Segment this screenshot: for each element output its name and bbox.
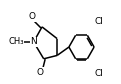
Text: Cl: Cl: [94, 16, 103, 26]
Text: CH₃: CH₃: [8, 37, 24, 47]
Text: O: O: [28, 12, 35, 21]
Text: N: N: [30, 37, 37, 47]
Text: Cl: Cl: [94, 69, 103, 78]
Text: O: O: [37, 68, 44, 77]
